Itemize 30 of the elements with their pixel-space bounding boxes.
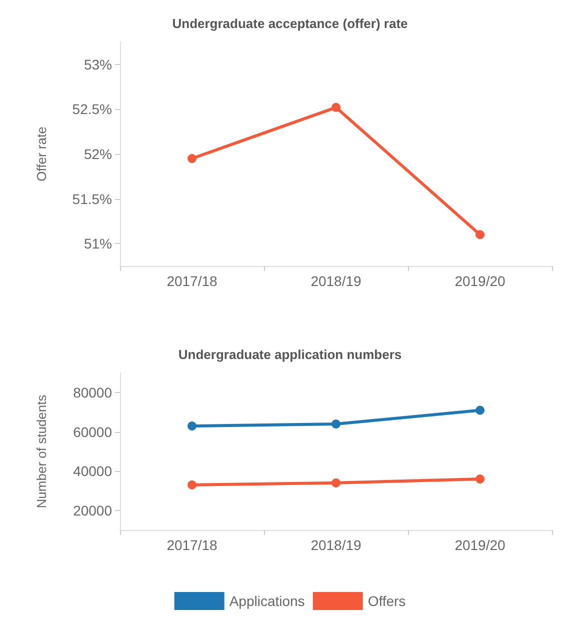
- y-tick-label: 51.5%: [72, 190, 112, 207]
- y-axis-title: Number of students: [34, 394, 49, 508]
- point: [476, 406, 484, 415]
- x-tick-label: 2019/20: [454, 273, 506, 289]
- y-tick-label: 20000: [73, 502, 112, 518]
- point: [188, 480, 196, 490]
- point: [188, 421, 196, 430]
- point: [332, 420, 340, 429]
- y-tick-label: 53%: [84, 56, 112, 72]
- x-tick-label: 2017/18: [166, 537, 218, 553]
- y-tick-label: 52.5%: [72, 101, 112, 118]
- chart-title: Undergraduate acceptance (offer) rate: [172, 16, 408, 31]
- x-tick-label: 2018/19: [310, 537, 362, 553]
- y-axis-title: Offer rate: [34, 126, 49, 182]
- point: [332, 102, 340, 112]
- x-tick-label: 2017/18: [166, 273, 218, 289]
- y-tick-label: 51%: [84, 236, 112, 252]
- y-tick-label: 80000: [73, 384, 112, 401]
- point: [332, 478, 340, 488]
- point: [188, 154, 196, 163]
- legend-label: Offers: [368, 593, 406, 609]
- chart-title: Undergraduate application numbers: [178, 347, 402, 362]
- y-tick-label: 60000: [73, 424, 112, 440]
- x-tick-label: 2019/20: [454, 537, 506, 553]
- point: [476, 230, 484, 240]
- legend-label: Applications: [229, 593, 305, 609]
- x-tick-label: 2018/19: [310, 273, 362, 289]
- point: [476, 474, 484, 484]
- y-tick-label: 52%: [84, 146, 112, 162]
- y-tick-label: 40000: [73, 463, 112, 480]
